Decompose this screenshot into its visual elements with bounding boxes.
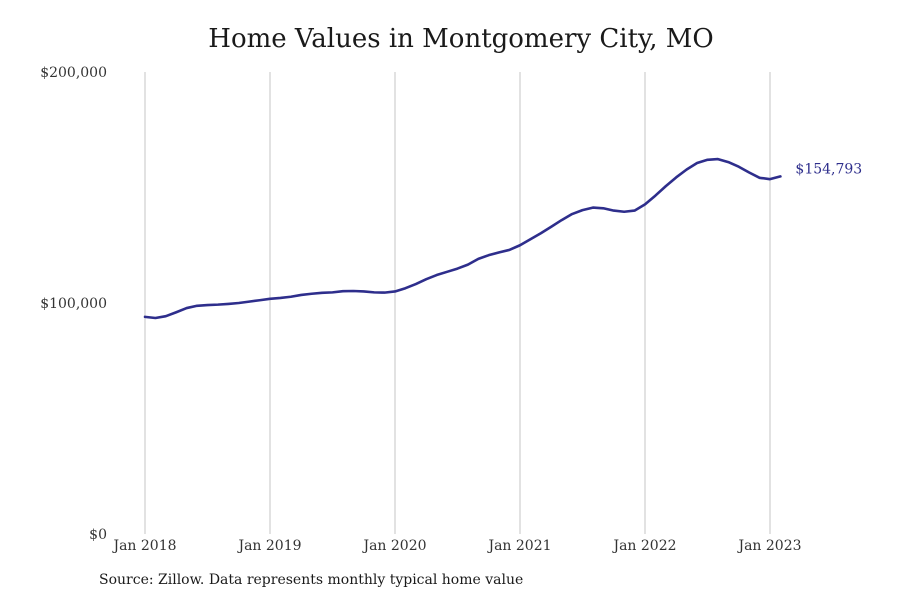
y-tick-label: $100,000	[40, 296, 107, 312]
chart-title: Home Values in Montgomery City, MO	[208, 24, 714, 54]
x-tick-label: Jan 2023	[736, 538, 801, 554]
vertical-gridlines	[144, 72, 771, 534]
y-tick-label: $200,000	[40, 65, 107, 81]
source-note: Source: Zillow. Data represents monthly …	[99, 572, 524, 588]
y-axis-tick-labels: $0 $100,000 $200,000	[40, 65, 107, 543]
x-tick-label: Jan 2020	[361, 538, 426, 554]
y-tick-label: $0	[89, 527, 107, 543]
x-tick-label: Jan 2022	[611, 538, 676, 554]
x-tick-label: Jan 2018	[111, 538, 176, 554]
x-tick-label: Jan 2021	[486, 538, 551, 554]
x-tick-label: Jan 2019	[236, 538, 301, 554]
x-axis-tick-labels: Jan 2018 Jan 2019 Jan 2020 Jan 2021 Jan 2022…	[111, 538, 801, 554]
last-value-label: $154,793	[795, 161, 862, 177]
home-value-line	[143, 157, 782, 320]
